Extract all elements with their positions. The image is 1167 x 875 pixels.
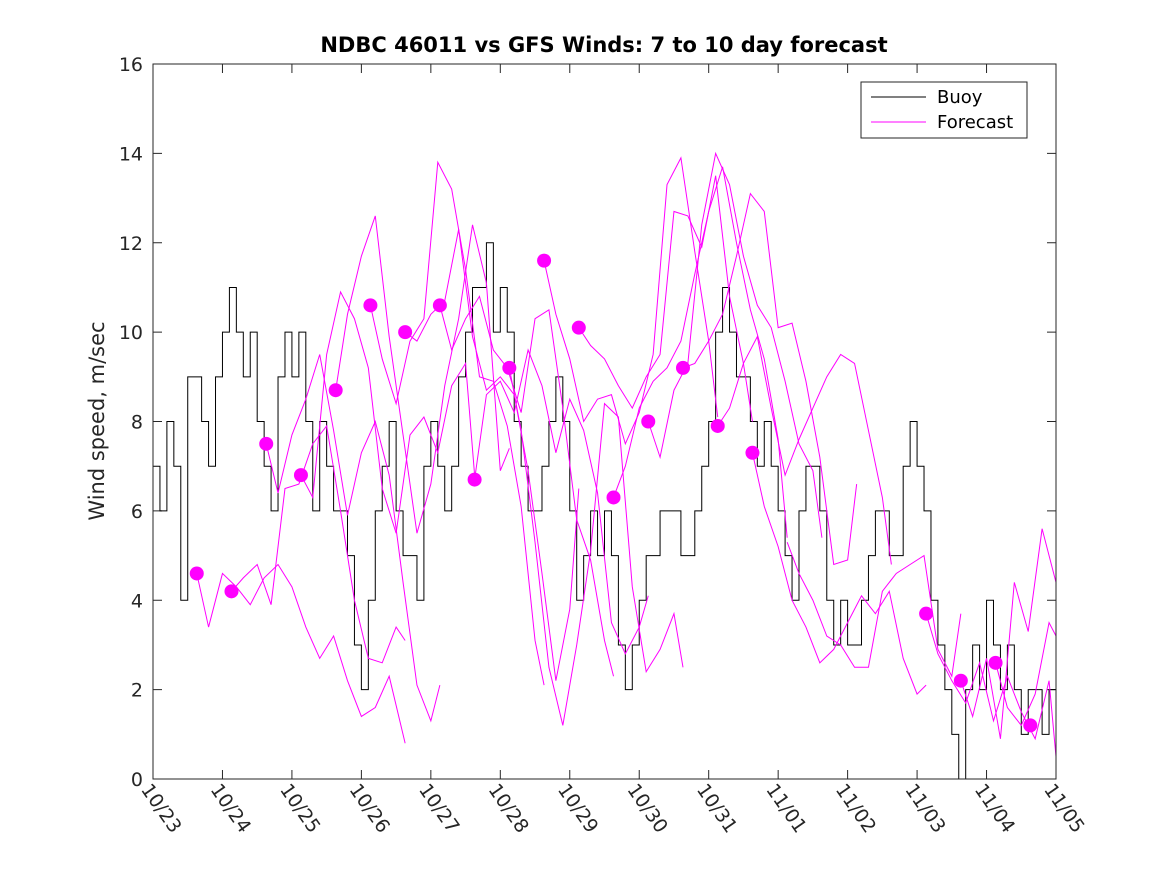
forecast-series-line: [578, 175, 753, 422]
forecast-marker: [328, 383, 343, 398]
x-tick-label: 10/23: [136, 780, 185, 837]
y-tick-label: 16: [119, 54, 143, 76]
forecast-series-line: [786, 541, 962, 678]
forecast-series-line: [751, 452, 927, 695]
x-tick-label: 10/24: [206, 780, 255, 837]
forecast-series-line: [196, 563, 406, 744]
legend: Buoy Forecast: [860, 81, 1028, 139]
y-tick-label: 6: [131, 501, 143, 523]
x-tick-label: 10/25: [275, 780, 324, 837]
forecast-marker: [224, 584, 239, 599]
forecast-marker: [919, 606, 934, 621]
forecast-marker: [606, 490, 621, 505]
y-tick-label: 2: [131, 680, 143, 702]
forecast-series-line: [231, 424, 406, 664]
forecast-marker: [363, 298, 378, 313]
forecast-series-line: [995, 621, 1056, 727]
x-tick-label: 11/02: [831, 780, 880, 837]
forecast-marker: [398, 325, 413, 340]
forecast-series-line: [404, 229, 580, 681]
x-tick-label: 11/01: [761, 780, 810, 837]
legend-forecast-label: Forecast: [937, 112, 1013, 133]
forecast-marker: [675, 360, 690, 375]
plot-area: 0 2 4 6 8 10 12 14 16 10/23 10/24 10/25 10/26 10/27 10…: [119, 54, 1089, 837]
forecast-marker: [537, 253, 552, 268]
forecast-marker: [293, 468, 308, 483]
forecast-marker: [571, 320, 586, 335]
forecast-series-line: [717, 335, 892, 565]
x-tick-label: 10/27: [414, 780, 463, 837]
x-tick-label: 10/30: [623, 780, 672, 837]
forecast-marker: [641, 414, 656, 429]
legend-buoy-label: Buoy: [937, 87, 983, 108]
chart-title: NDBC 46011 vs GFS Winds: 7 to 10 day for…: [320, 33, 887, 57]
forecast-marker: [1023, 718, 1038, 733]
forecast-series-line: [682, 192, 858, 566]
y-tick-label: 4: [131, 590, 143, 612]
forecast-series-line: [439, 295, 615, 677]
y-tick-label: 12: [119, 233, 143, 255]
y-axis-label: Wind speed, m/sec: [85, 321, 109, 520]
forecast-series-line: [613, 166, 788, 538]
forecast-series-line: [543, 156, 719, 446]
y-tick-label: 10: [119, 322, 143, 344]
forecast-marker: [710, 418, 725, 433]
y-tick-label: 8: [131, 412, 143, 434]
forecast-series-line: [925, 613, 1056, 757]
x-tick-label: 11/03: [900, 780, 949, 837]
forecast-series-line: [335, 215, 510, 534]
x-tick-label: 10/31: [692, 780, 741, 837]
buoy-line: [153, 242, 1056, 779]
x-tick-label: 10/29: [553, 780, 602, 837]
forecast-series-line: [474, 348, 649, 656]
forecast-marker: [745, 445, 760, 460]
axes-frame-top: [152, 63, 1057, 780]
y-tick-label: 0: [131, 769, 143, 791]
forecast-series-line: [960, 528, 1056, 739]
x-tick-label: 11/05: [1039, 780, 1088, 837]
forecast-series-line: [647, 151, 823, 538]
forecast-marker: [988, 655, 1003, 670]
forecast-marker: [467, 472, 482, 487]
forecast-marker: [259, 436, 274, 451]
axes-frame: [152, 63, 1057, 780]
x-tick-label: 10/28: [484, 780, 533, 837]
forecast-marker: [953, 673, 968, 688]
x-tick-label: 10/26: [345, 780, 394, 837]
x-tick-label: 11/04: [970, 780, 1019, 837]
forecast-series-line: [265, 354, 441, 723]
forecast-marker: [502, 360, 517, 375]
forecast-marker: [189, 566, 204, 581]
forecast-marker: [432, 298, 447, 313]
legend-box: [860, 81, 1028, 139]
forecast-series-line: [508, 367, 684, 726]
y-tick-label: 14: [119, 143, 143, 165]
forecast-series-line: [300, 290, 476, 534]
